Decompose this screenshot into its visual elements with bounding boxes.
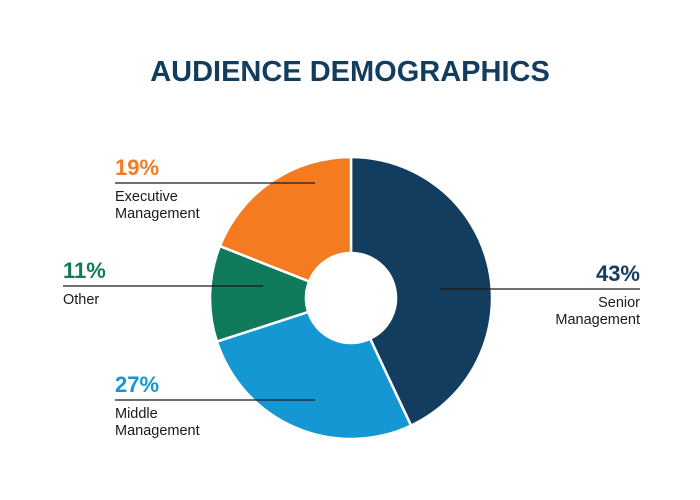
slice-category-label: Management <box>555 312 640 328</box>
donut-slices <box>208 155 494 441</box>
slice-executive-management <box>218 155 353 284</box>
slice-percent-label: 43% <box>596 261 640 286</box>
slice-category-label: Management <box>115 206 200 222</box>
slice-category-label: Middle <box>115 406 158 422</box>
slice-category-label: Management <box>115 423 200 439</box>
slice-category-label: Other <box>63 292 99 308</box>
slice-middle-management <box>215 310 413 441</box>
leader-lines <box>63 182 640 401</box>
slice-labels: 43%SeniorManagement27%MiddleManagement11… <box>63 155 640 439</box>
chart-title: AUDIENCE DEMOGRAPHICS <box>150 56 550 88</box>
slice-category-label: Senior <box>598 295 640 311</box>
slice-percent-label: 11% <box>63 258 106 283</box>
slice-senior-management <box>349 155 494 428</box>
slice-percent-label: 19% <box>115 155 159 180</box>
slice-percent-label: 27% <box>115 372 159 397</box>
slice-category-label: Executive <box>115 189 178 205</box>
